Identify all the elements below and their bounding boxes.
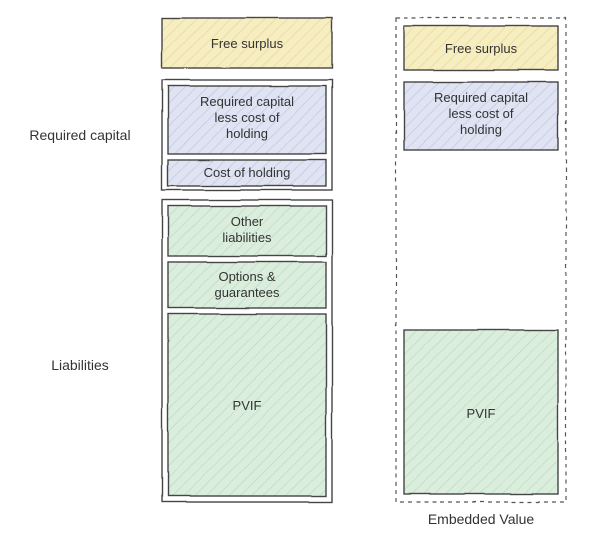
left-other-liab-line1: Other — [231, 214, 264, 229]
left-cost-of-holding-label: Cost of holding — [204, 165, 291, 180]
right-free-surplus-label: Free surplus — [445, 41, 518, 56]
left-req-cap-line1: Required capital — [200, 94, 294, 109]
right-req-cap-line3: holding — [460, 122, 502, 137]
right-pvif-label: PVIF — [467, 406, 496, 421]
left-opts-line2: guarantees — [214, 285, 280, 300]
right-pvif-box: PVIF — [404, 330, 558, 494]
right-req-cap-line1: Required capital — [434, 90, 528, 105]
left-pvif-label: PVIF — [233, 398, 262, 413]
left-opts-line1: Options & — [218, 269, 275, 284]
bottom-label-embedded-value: Embedded Value — [428, 511, 535, 527]
left-pvif-box: PVIF — [168, 314, 326, 496]
left-req-cap-line3: holding — [226, 126, 268, 141]
left-req-cap-less-cost-box: Required capital less cost of holding — [168, 86, 326, 154]
side-label-liabilities: Liabilities — [51, 357, 109, 373]
side-label-required-capital: Required capital — [29, 127, 130, 143]
embedded-value-diagram: Free surplus Required capital less cost … — [0, 0, 600, 549]
left-free-surplus-label: Free surplus — [211, 36, 284, 51]
left-cost-of-holding-box: Cost of holding — [168, 160, 326, 186]
right-free-surplus-box: Free surplus — [404, 26, 558, 70]
left-other-liab-line2: liabilities — [222, 230, 272, 245]
right-req-cap-less-cost-box: Required capital less cost of holding — [404, 82, 558, 150]
left-req-cap-line2: less cost of — [214, 110, 279, 125]
right-req-cap-line2: less cost of — [448, 106, 513, 121]
left-options-guarantees-box: Options & guarantees — [168, 262, 326, 308]
left-other-liabilities-box: Other liabilities — [168, 206, 326, 256]
left-free-surplus-box: Free surplus — [162, 18, 332, 68]
